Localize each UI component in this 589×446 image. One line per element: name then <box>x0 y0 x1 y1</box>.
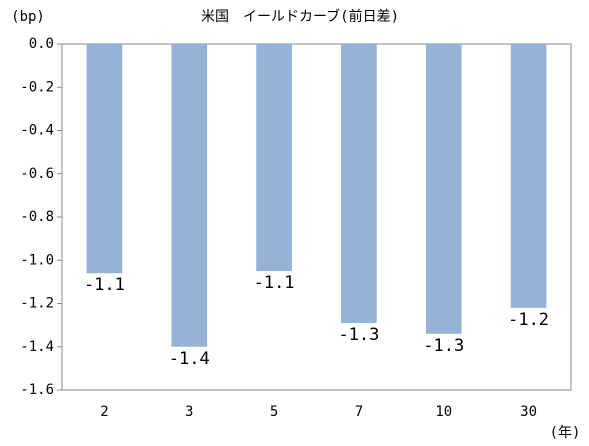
value-label-bg <box>421 335 466 356</box>
value-label-bg <box>252 273 297 294</box>
y-tick-label: -0.2 <box>20 79 54 95</box>
x-tick-label: 3 <box>185 404 193 420</box>
x-axis-label: (年) <box>550 425 581 441</box>
bar <box>86 44 123 274</box>
value-label: -1.2 <box>508 310 549 330</box>
value-label-bg <box>336 324 381 345</box>
y-tick-label: -1.0 <box>20 252 54 268</box>
y-tick-label: -0.8 <box>20 209 54 225</box>
value-label: -1.1 <box>84 275 125 295</box>
y-tick-label: -1.6 <box>20 382 54 398</box>
bar <box>341 44 377 323</box>
chart-title: 米国 イールドカーブ(前日差) <box>201 8 399 25</box>
x-tick-label: 7 <box>355 404 363 420</box>
y-tick-label: -1.4 <box>20 339 54 355</box>
value-label: -1.4 <box>169 349 210 369</box>
x-tick-label: 5 <box>270 404 278 420</box>
value-label: -1.3 <box>338 325 379 345</box>
value-label-bg <box>82 275 127 296</box>
y-tick-label: -1.2 <box>20 296 54 312</box>
bar <box>256 44 292 272</box>
value-label: -1.3 <box>423 336 464 356</box>
y-axis-label: (bp) <box>11 9 45 25</box>
x-tick-label: 2 <box>100 404 108 420</box>
value-label-bg <box>506 309 551 330</box>
bar <box>425 44 462 334</box>
y-tick-label: -0.6 <box>20 166 54 182</box>
bar <box>171 44 208 347</box>
value-label: -1.1 <box>254 273 295 293</box>
y-tick-label: 0.0 <box>29 36 54 52</box>
y-tick-label: -0.4 <box>20 123 54 139</box>
x-tick-label: 10 <box>435 404 452 420</box>
value-label-bg <box>167 348 212 369</box>
bar <box>510 44 547 308</box>
x-tick-label: 30 <box>520 404 537 420</box>
plot-frame <box>61 43 572 391</box>
